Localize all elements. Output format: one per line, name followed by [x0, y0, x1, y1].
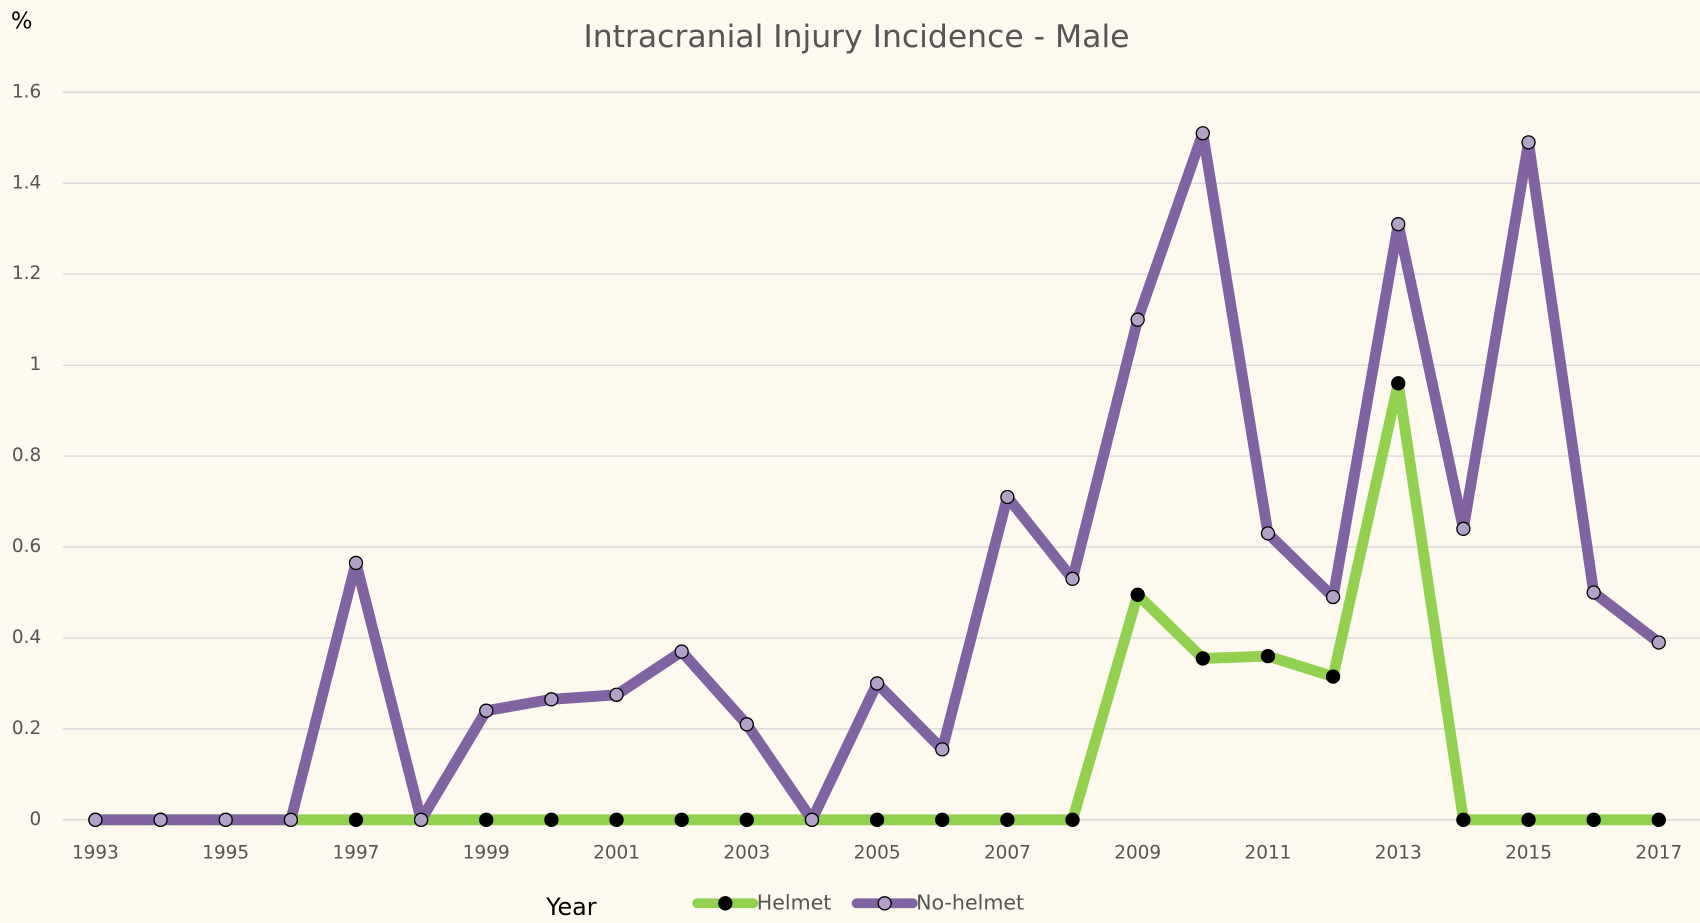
data-point	[1260, 526, 1276, 541]
x-tick-label: 1993	[72, 842, 119, 863]
data-point	[1391, 376, 1406, 391]
data-point	[544, 692, 559, 707]
data-point	[1586, 812, 1601, 827]
data-point	[1456, 521, 1471, 536]
data-point	[1391, 217, 1406, 232]
y-tick-label: 1.2	[12, 263, 41, 284]
data-point	[348, 555, 364, 571]
series-line	[95, 377, 1659, 826]
data-point	[739, 812, 754, 827]
x-tick-label: 2005	[854, 842, 901, 863]
data-point	[413, 812, 429, 827]
data-point	[1065, 812, 1080, 827]
x-axis-label: Year	[545, 893, 597, 921]
data-point	[1000, 489, 1015, 505]
data-point	[609, 687, 624, 702]
data-point	[1325, 589, 1341, 605]
x-tick-label: 1999	[463, 842, 510, 863]
data-point	[153, 812, 168, 827]
data-point	[544, 812, 559, 827]
legend-label: Helmet	[757, 890, 832, 914]
y-tick-label: 0.2	[12, 718, 41, 739]
data-point	[674, 812, 689, 827]
data-point	[1130, 312, 1145, 327]
x-tick-label: 1995	[202, 842, 249, 863]
data-point	[869, 676, 885, 691]
y-tick-label: 1	[29, 354, 41, 375]
data-point	[479, 703, 494, 718]
x-tick-label: 2013	[1375, 842, 1422, 863]
legend-marker	[877, 896, 892, 911]
y-axis-label: %	[11, 8, 33, 34]
data-point	[1195, 126, 1210, 141]
x-tick-label: 2015	[1505, 842, 1552, 863]
series-line	[95, 127, 1663, 826]
legend-marker	[718, 896, 733, 911]
x-tick-label: 2009	[1114, 842, 1161, 863]
x-tick-label: 2017	[1635, 842, 1682, 863]
data-point	[1260, 648, 1276, 664]
data-point	[869, 812, 885, 827]
data-point	[1521, 812, 1536, 827]
data-point	[935, 812, 950, 827]
chart-title: Intracranial Injury Incidence - Male	[583, 19, 1129, 55]
data-point	[1651, 812, 1666, 827]
data-point	[1521, 135, 1536, 150]
data-point	[479, 812, 494, 827]
data-point	[609, 812, 624, 827]
data-point	[348, 812, 364, 827]
data-point	[1325, 669, 1341, 684]
y-tick-label: 0.4	[12, 627, 41, 648]
y-tick-label: 0.6	[12, 536, 41, 557]
legend-label: No-helmet	[916, 890, 1024, 914]
data-point	[674, 644, 689, 659]
data-point	[218, 812, 233, 827]
data-point	[1130, 587, 1145, 602]
data-point	[1651, 635, 1666, 650]
data-point	[1195, 651, 1210, 666]
data-point	[935, 742, 950, 757]
data-point	[1000, 812, 1015, 827]
data-point	[1065, 571, 1080, 586]
data-point	[1456, 812, 1471, 827]
data-point	[804, 812, 820, 827]
data-point	[88, 812, 103, 827]
data-point	[283, 812, 298, 827]
y-tick-label: 0.8	[12, 445, 41, 466]
x-tick-label: 2003	[723, 842, 770, 863]
x-tick-label: 1997	[333, 842, 380, 863]
y-tick-label: 1.4	[12, 172, 41, 193]
data-point	[1586, 585, 1601, 600]
y-tick-label: 0	[29, 809, 41, 830]
x-tick-label: 2011	[1245, 842, 1292, 863]
x-tick-label: 2001	[593, 842, 640, 863]
x-tick-label: 2007	[984, 842, 1031, 863]
y-tick-label: 1.6	[12, 81, 41, 102]
data-point	[739, 717, 754, 732]
